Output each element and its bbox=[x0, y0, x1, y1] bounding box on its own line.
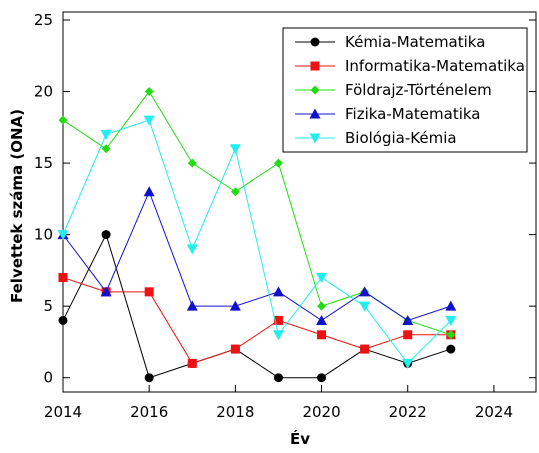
legend-marker bbox=[309, 133, 321, 144]
series-line bbox=[62, 277, 451, 364]
data-point bbox=[144, 287, 154, 297]
data-point bbox=[317, 301, 327, 311]
data-point bbox=[229, 144, 241, 155]
data-point bbox=[186, 244, 198, 255]
y-tick-label: 5 bbox=[43, 297, 53, 315]
x-tick-label: 2016 bbox=[130, 403, 168, 421]
y-tick-label: 0 bbox=[43, 369, 53, 387]
series-line bbox=[62, 190, 451, 322]
legend-marker bbox=[310, 85, 320, 95]
legend-label: Fizika-Matematika bbox=[345, 105, 480, 123]
data-point bbox=[101, 230, 111, 240]
data-point bbox=[230, 187, 240, 197]
x-tick-label: 2014 bbox=[44, 403, 82, 421]
data-point bbox=[273, 373, 283, 383]
data-point bbox=[101, 144, 111, 154]
series-line bbox=[62, 119, 452, 365]
plot-frame bbox=[62, 11, 537, 393]
x-tick-label: 2020 bbox=[302, 403, 340, 421]
legend-marker bbox=[310, 37, 320, 47]
data-point bbox=[143, 186, 155, 197]
legend-label: Földrajz-Történelem bbox=[345, 81, 492, 99]
data-point bbox=[272, 286, 284, 297]
data-point bbox=[402, 314, 414, 325]
data-point bbox=[143, 115, 155, 126]
data-point bbox=[446, 344, 456, 354]
y-tick-label: 10 bbox=[34, 226, 53, 244]
data-point bbox=[445, 300, 457, 311]
data-point bbox=[446, 330, 456, 340]
data-point bbox=[317, 373, 327, 383]
data-point bbox=[187, 358, 197, 368]
data-point bbox=[360, 344, 370, 354]
data-point bbox=[359, 301, 371, 312]
data-point bbox=[144, 373, 154, 383]
data-point bbox=[445, 315, 457, 326]
data-point bbox=[316, 273, 328, 284]
data-point bbox=[58, 273, 68, 283]
y-tick-label: 15 bbox=[34, 154, 53, 172]
legend-marker bbox=[309, 108, 321, 119]
x-tick-label: 2018 bbox=[216, 403, 254, 421]
legend-label: Kémia-Matematika bbox=[345, 33, 485, 51]
data-point bbox=[58, 315, 68, 325]
legend-label: Informatika-Matematika bbox=[345, 57, 525, 75]
data-point bbox=[359, 286, 371, 297]
data-point bbox=[144, 87, 154, 97]
y-axis-label: Felvettek száma (ONA) bbox=[8, 109, 26, 303]
legend-marker bbox=[310, 61, 320, 71]
data-point bbox=[58, 115, 68, 125]
data-point bbox=[402, 358, 414, 369]
y-tick-label: 20 bbox=[34, 83, 53, 101]
data-point bbox=[187, 158, 197, 168]
data-point bbox=[57, 230, 69, 241]
data-point bbox=[273, 158, 283, 168]
data-point bbox=[100, 286, 112, 297]
data-point bbox=[230, 344, 240, 354]
y-tick-label: 25 bbox=[34, 11, 53, 29]
data-point bbox=[317, 330, 327, 340]
data-point bbox=[316, 314, 328, 325]
data-point bbox=[229, 300, 241, 311]
data-point bbox=[403, 330, 413, 340]
x-tick-label: 2022 bbox=[389, 403, 427, 421]
x-axis-label: Év bbox=[290, 429, 310, 448]
data-point bbox=[186, 300, 198, 311]
data-point bbox=[100, 129, 112, 140]
x-tick-label: 2024 bbox=[475, 403, 513, 421]
legend-label: Biológia-Kémia bbox=[345, 129, 457, 147]
series-line bbox=[62, 233, 451, 379]
data-point bbox=[272, 330, 284, 341]
data-point bbox=[273, 315, 283, 325]
